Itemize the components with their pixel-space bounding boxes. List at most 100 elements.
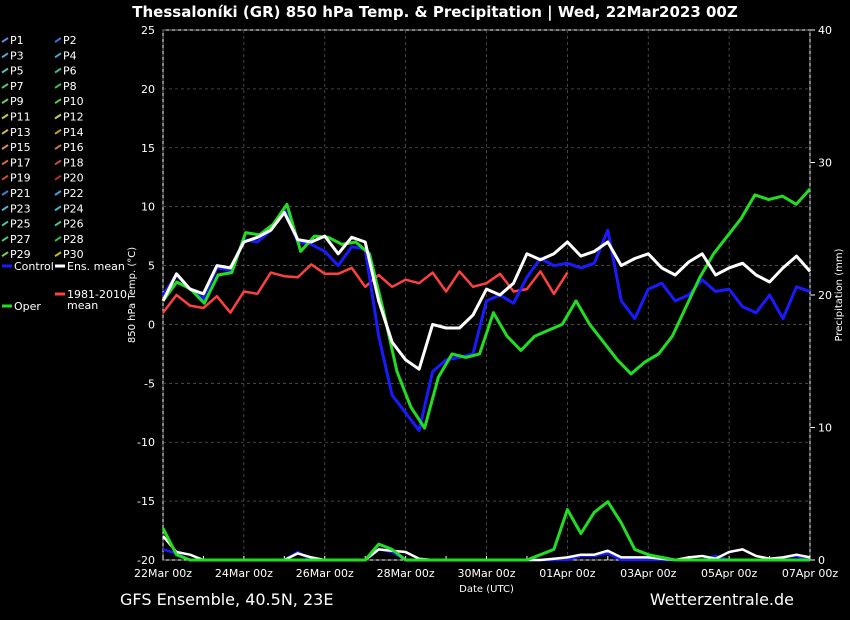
legend-label-p15: P15 (10, 141, 31, 154)
legend-label-p27: P27 (10, 233, 31, 246)
y-tick-label: 0 (148, 318, 155, 331)
x-tick-label: 26Mar 00z (296, 567, 354, 580)
legend-label-p8: P8 (63, 80, 77, 93)
legend-label-p29: P29 (10, 248, 31, 261)
legend-swatch (54, 113, 62, 120)
legend-swatch (1, 190, 9, 196)
legend-label-p11: P11 (10, 111, 31, 124)
legend-swatch (1, 98, 9, 105)
legend-label-p5: P5 (10, 65, 24, 78)
footer-source: Wetterzentrale.de (650, 590, 794, 609)
temp-line-ens-mean (161, 211, 812, 371)
y-tick-label: 15 (141, 142, 155, 155)
x-tick-label: 03Apr 00z (620, 567, 677, 580)
legend-swatch (1, 67, 9, 74)
legend-label-p26: P26 (63, 218, 84, 231)
x-tick-label: 22Mar 00z (134, 567, 192, 580)
legend-label-p21: P21 (10, 187, 31, 200)
legend-swatch (54, 98, 62, 105)
x-tick-label: 28Mar 00z (377, 567, 435, 580)
legend-swatch (54, 128, 62, 135)
legend-swatch (1, 113, 9, 120)
legend-label-p16: P16 (63, 141, 84, 154)
y-tick-label: -20 (137, 554, 155, 567)
legend-swatch (1, 220, 9, 227)
legend-label-p12: P12 (63, 111, 84, 124)
temp-line-oper (161, 187, 812, 430)
y-axis-label-left: 850 hPa Temp. (°C) (127, 247, 138, 343)
legend-label-control: Control (14, 260, 54, 273)
legend-swatch (54, 67, 62, 74)
x-axis-label: Date (UTC) (459, 584, 514, 595)
legend-label-p3: P3 (10, 49, 24, 62)
legend-label-p13: P13 (10, 126, 31, 139)
legend-swatch (54, 236, 62, 242)
legend-swatch (1, 128, 9, 135)
legend-swatch (54, 174, 62, 181)
legend-swatch (54, 37, 62, 43)
legend-label-1981-2010-mean: 1981-2010 mean (67, 288, 127, 312)
legend-swatch (1, 236, 9, 242)
legend-swatch (1, 83, 9, 89)
y2-tick-label: 20 (818, 289, 832, 302)
legend-label-p7: P7 (10, 80, 24, 93)
legend-label-p9: P9 (10, 95, 24, 108)
y-tick-label: 10 (141, 201, 155, 214)
legend-swatch (54, 205, 62, 212)
y-tick-label: 25 (141, 24, 155, 37)
legend-label-p2: P2 (63, 34, 77, 47)
legend-swatch (1, 159, 9, 166)
x-tick-label: 01Apr 00z (539, 567, 596, 580)
legend-label-oper: Oper (14, 300, 41, 313)
plot-area: 25 20 15 10 5 0 -5 -10 -15 -20 40 30 20 10 0 22Mar 00z 2… (127, 24, 845, 595)
legend-swatch (1, 144, 9, 150)
x-tick-label: 07Apr 00z (782, 567, 839, 580)
legend-swatch (54, 144, 62, 150)
y2-tick-label: 30 (818, 157, 832, 170)
footer-model-info: GFS Ensemble, 40.5N, 23E (120, 590, 333, 609)
legend-label-p28: P28 (63, 233, 84, 246)
legend: P1 P2 P3 P4 P5 P6 P7 P8 P9 P10 P11 P12 P13 P14 P15 P16 P… (1, 34, 127, 313)
legend-swatch (54, 251, 62, 258)
legend-swatch (1, 205, 9, 212)
y2-tick-label: 10 (818, 422, 832, 435)
legend-swatch (54, 159, 62, 166)
temp-line-1981-2010-mean (162, 263, 569, 314)
legend-label-p22: P22 (63, 187, 84, 200)
y-tick-label: 20 (141, 83, 155, 96)
legend-label-p18: P18 (63, 156, 84, 169)
legend-label-p4: P4 (63, 49, 77, 62)
legend-label-p17: P17 (10, 156, 31, 169)
legend-label-ens-mean: Ens. mean (67, 260, 125, 273)
legend-label-p1: P1 (10, 34, 24, 47)
legend-swatch (1, 52, 9, 59)
chart-title: Thessaloníki (GR) 850 hPa Temp. & Precip… (132, 3, 738, 22)
legend-label-p10: P10 (63, 95, 84, 108)
legend-swatch (1, 174, 9, 181)
y2-tick-label: 0 (818, 554, 825, 567)
x-tick-label: 30Mar 00z (457, 567, 515, 580)
legend-swatch (54, 83, 62, 89)
legend-label-p6: P6 (63, 65, 77, 78)
legend-label-p19: P19 (10, 172, 31, 185)
legend-label-p25: P25 (10, 218, 31, 231)
y-tick-label: -5 (144, 377, 155, 390)
y-tick-label: -10 (137, 436, 155, 449)
x-tick-label: 05Apr 00z (701, 567, 758, 580)
legend-label-p23: P23 (10, 202, 31, 215)
legend-label-p30: P30 (63, 248, 84, 261)
legend-label-p24: P24 (63, 202, 84, 215)
y-tick-label: 5 (148, 260, 155, 273)
legend-label-p20: P20 (63, 172, 84, 185)
y2-tick-label: 40 (818, 24, 832, 37)
legend-label-p14: P14 (63, 126, 84, 139)
legend-swatch (1, 37, 9, 43)
y-tick-label: -15 (137, 495, 155, 508)
y-axis-label-right: Precipitation (mm) (834, 248, 845, 341)
legend-swatch (1, 251, 9, 258)
legend-swatch (54, 52, 62, 59)
legend-swatch (54, 220, 62, 227)
precip-line-oper (161, 500, 810, 562)
legend-swatch (54, 190, 62, 196)
